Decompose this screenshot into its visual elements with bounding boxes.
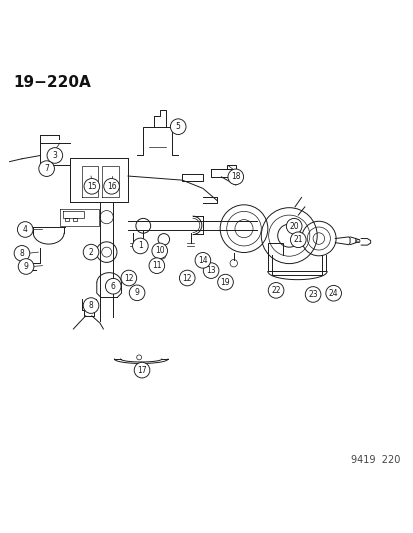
Circle shape — [325, 285, 341, 301]
Circle shape — [217, 274, 233, 290]
Circle shape — [228, 169, 243, 184]
Circle shape — [195, 253, 210, 268]
Text: 21: 21 — [293, 235, 302, 244]
Circle shape — [18, 259, 34, 274]
Circle shape — [84, 179, 100, 194]
Text: 17: 17 — [137, 366, 147, 375]
Text: 5: 5 — [176, 122, 180, 131]
Text: 18: 18 — [230, 172, 240, 181]
Circle shape — [268, 282, 283, 298]
Text: 1: 1 — [138, 241, 142, 251]
Circle shape — [104, 179, 119, 194]
Text: 2: 2 — [88, 248, 93, 256]
Text: 7: 7 — [44, 164, 49, 173]
Text: 11: 11 — [152, 261, 161, 270]
Circle shape — [121, 270, 136, 286]
Circle shape — [134, 362, 150, 378]
Text: 4: 4 — [23, 225, 28, 234]
Text: 20: 20 — [289, 222, 298, 231]
Text: 3: 3 — [52, 151, 57, 160]
Text: 9: 9 — [24, 262, 28, 271]
Circle shape — [132, 238, 148, 254]
Text: 12: 12 — [182, 273, 192, 282]
Circle shape — [47, 148, 62, 163]
Text: 9: 9 — [134, 288, 139, 297]
Text: 19: 19 — [220, 278, 230, 287]
Text: 12: 12 — [124, 273, 133, 282]
Text: 22: 22 — [271, 286, 280, 295]
Text: 8: 8 — [88, 301, 93, 310]
Circle shape — [17, 222, 33, 237]
Circle shape — [129, 285, 145, 301]
Text: 19−220A: 19−220A — [14, 75, 91, 90]
Circle shape — [170, 119, 185, 134]
Text: 15: 15 — [87, 182, 97, 191]
Circle shape — [149, 258, 164, 273]
Circle shape — [304, 287, 320, 302]
Circle shape — [105, 278, 121, 294]
Text: 10: 10 — [154, 246, 164, 255]
Text: 9419  220: 9419 220 — [350, 455, 399, 465]
Circle shape — [286, 219, 301, 234]
Text: 13: 13 — [206, 266, 216, 275]
Text: 24: 24 — [328, 289, 338, 298]
Circle shape — [14, 246, 30, 261]
Circle shape — [83, 244, 99, 260]
Circle shape — [152, 243, 167, 259]
Text: 8: 8 — [19, 249, 24, 258]
Text: 14: 14 — [197, 256, 207, 265]
Circle shape — [179, 270, 195, 286]
Text: 23: 23 — [308, 290, 317, 299]
Circle shape — [83, 298, 99, 313]
Text: 16: 16 — [107, 182, 116, 191]
Circle shape — [203, 263, 218, 278]
Circle shape — [39, 161, 54, 176]
Text: 6: 6 — [111, 282, 115, 290]
Circle shape — [290, 232, 305, 248]
